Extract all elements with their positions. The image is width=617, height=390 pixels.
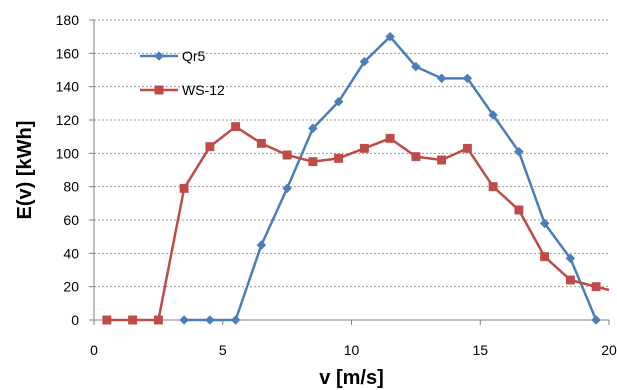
axes	[93, 20, 609, 321]
data-point	[591, 315, 601, 325]
y-tick-label: 100	[56, 145, 80, 161]
legend-label: WS-12	[182, 82, 225, 98]
series-qr5	[179, 31, 601, 325]
y-tick-labels: 0 20 40 60 80 100 120 140 160 180	[56, 12, 94, 328]
data-point	[256, 240, 267, 250]
data-point	[205, 315, 215, 325]
data-point	[565, 253, 576, 264]
legend: Qr5 WS-12	[140, 48, 225, 98]
data-point	[462, 73, 473, 84]
data-point	[230, 315, 241, 325]
data-point	[153, 315, 163, 325]
data-point	[179, 315, 189, 325]
series-line	[184, 35, 598, 322]
x-tick-labels: 0 5 10 15 20	[90, 320, 617, 358]
data-point	[488, 182, 498, 192]
data-point	[102, 315, 112, 325]
data-point	[411, 152, 421, 162]
series-line	[106, 125, 610, 322]
data-point	[282, 183, 292, 194]
x-tick-label: 20	[601, 342, 617, 358]
data-point	[385, 133, 395, 143]
data-point	[565, 275, 575, 285]
y-tick-label: 180	[56, 12, 80, 28]
x-axis-title: v [m/s]	[319, 367, 383, 389]
legend-label: Qr5	[182, 48, 206, 64]
x-tick-label: 5	[219, 342, 227, 358]
data-point	[308, 123, 318, 134]
series-group	[102, 31, 610, 325]
y-tick-label: 80	[63, 179, 79, 195]
data-point	[591, 282, 601, 292]
data-point	[514, 146, 524, 157]
y-tick-label: 160	[56, 45, 80, 61]
y-axis-title: E(v) [kWh]	[14, 121, 36, 220]
data-point	[385, 31, 395, 42]
legend-marker	[154, 51, 164, 61]
data-point	[359, 143, 369, 153]
data-point	[334, 153, 344, 163]
data-point	[282, 150, 292, 160]
y-tick-label: 40	[63, 245, 79, 261]
data-point	[436, 73, 447, 84]
y-tick-label: 60	[63, 212, 79, 228]
x-tick-label: 0	[90, 342, 98, 358]
data-point	[540, 252, 550, 262]
data-point	[179, 183, 189, 193]
data-point	[514, 205, 524, 215]
y-tick-label: 140	[56, 79, 80, 95]
series-ws-12	[102, 122, 610, 325]
data-point	[231, 122, 241, 132]
data-point	[437, 155, 447, 165]
y-tick-label: 0	[71, 312, 79, 328]
data-point	[308, 157, 318, 167]
data-point	[539, 218, 550, 229]
data-point	[333, 96, 344, 107]
data-point	[462, 143, 472, 153]
y-tick-label: 120	[56, 112, 80, 128]
x-tick-label: 10	[344, 342, 360, 358]
y-tick-label: 20	[63, 279, 79, 295]
data-point	[411, 61, 421, 72]
data-point	[205, 142, 215, 152]
x-tick-label: 15	[472, 342, 488, 358]
legend-marker	[154, 85, 164, 95]
data-point	[128, 315, 138, 325]
data-point	[488, 110, 498, 120]
data-point	[359, 56, 370, 67]
data-point	[256, 138, 266, 148]
